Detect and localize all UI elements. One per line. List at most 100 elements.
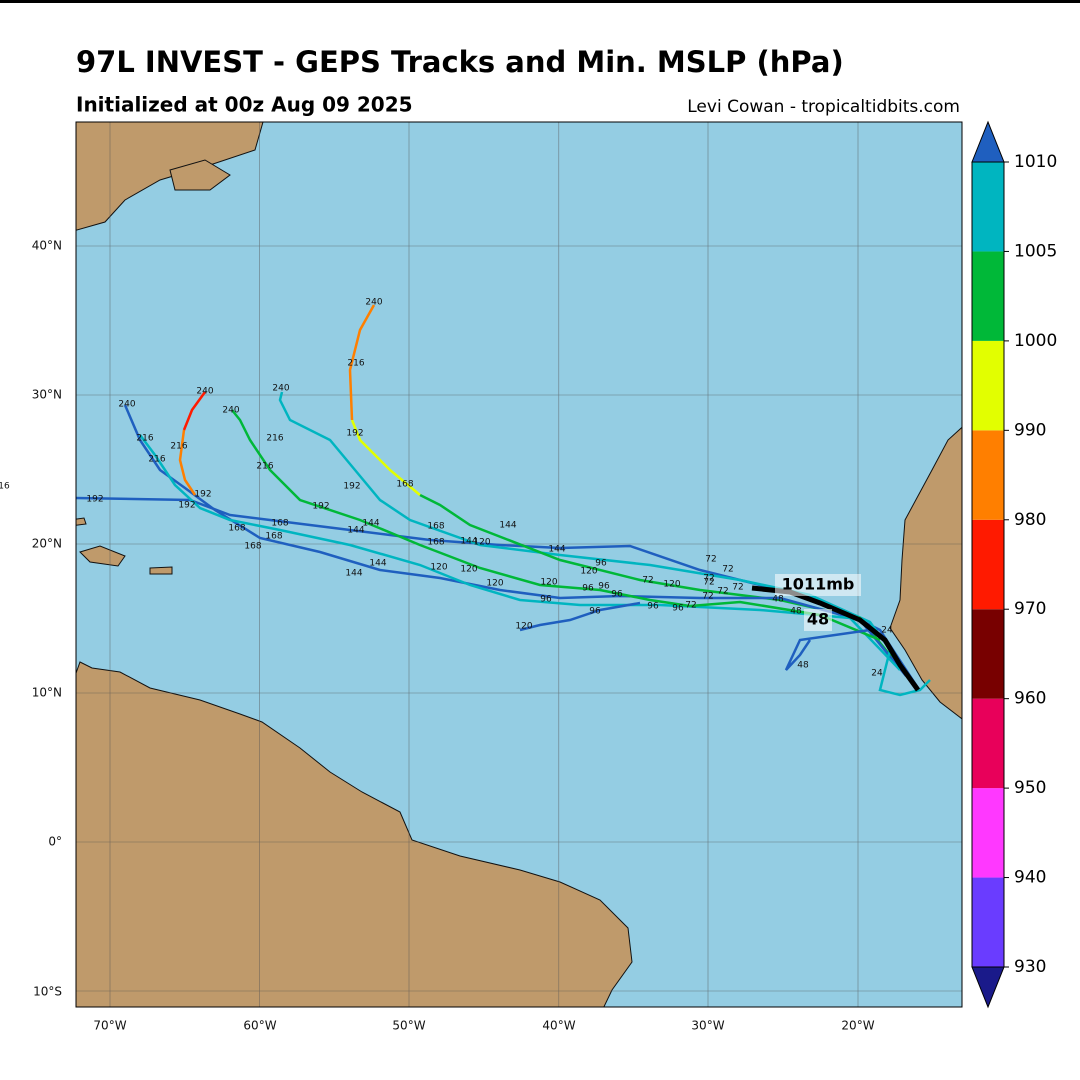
map: 1011mb 48 240 216 192 168 240 216 240 240 216 216…	[0, 121, 963, 1033]
track-label: 192	[178, 501, 195, 511]
lat-label: 20°N	[32, 537, 62, 551]
credit: Levi Cowan - tropicaltidbits.com	[687, 97, 960, 117]
lat-label: 30°N	[32, 388, 62, 402]
colorbar-label: 940	[1014, 868, 1046, 888]
track-label: 96	[611, 590, 623, 600]
track-label: 168	[265, 532, 282, 542]
colorbar-segment	[972, 251, 1004, 341]
hispaniola	[79, 545, 126, 567]
track-label: 216	[148, 455, 165, 465]
colorbar-label: 960	[1014, 689, 1046, 709]
track-label: 48	[797, 661, 809, 671]
colorbar-label: 1005	[1014, 241, 1057, 261]
track-label: 216	[256, 462, 273, 472]
track-label: 216	[170, 442, 187, 452]
track-labels: 2402161921682402162402402162161921922402…	[0, 298, 893, 679]
track-label: 168	[271, 519, 288, 529]
colorbar-label: 1010	[1014, 152, 1057, 172]
newfoundland	[169, 159, 231, 191]
track-label: 120	[486, 579, 503, 589]
track-label: 96	[595, 559, 607, 569]
north-america	[76, 122, 264, 231]
track-label: 144	[499, 521, 516, 531]
track-label: 168	[244, 542, 261, 552]
label-box	[804, 609, 832, 631]
colorbar-segment	[972, 430, 1004, 520]
track-label: 120	[473, 538, 490, 548]
colorbar-segment	[972, 519, 1004, 610]
track-label: 168	[427, 522, 444, 532]
colorbar-extend-bottom	[971, 966, 1005, 1009]
track-label: 144	[347, 526, 364, 536]
track-label: 24	[871, 669, 883, 679]
track-label: 240	[272, 384, 289, 394]
colorbar-segment	[972, 877, 1004, 967]
colorbar-label: 950	[1014, 778, 1046, 798]
track-label: 192	[343, 482, 360, 492]
track-label: 144	[345, 569, 362, 579]
track-label: 96	[672, 604, 684, 614]
track-label: 96	[582, 584, 594, 594]
lon-label: 60°W	[243, 1019, 276, 1033]
lon-labels: 70°W 60°W 50°W 40°W 30°W 20°W	[93, 1019, 874, 1033]
colorbar-segment	[972, 788, 1004, 878]
min-pressure-hour: 48	[807, 610, 829, 629]
colorbar-segment	[972, 340, 1004, 431]
tracks	[76, 304, 931, 697]
track-label: 48	[790, 607, 802, 617]
lat-labels: 40°N 30°N 20°N 10°N 0° 10°S	[32, 239, 62, 999]
track-label: 216	[266, 434, 283, 444]
track-label: 72	[717, 587, 728, 597]
track-label: 96	[647, 602, 659, 612]
track-label: 192	[86, 495, 103, 505]
colorbar-frame	[971, 161, 1005, 968]
lon-label: 30°W	[691, 1019, 724, 1033]
colorbar-label: 970	[1014, 599, 1046, 619]
track-label: 240	[196, 387, 213, 397]
track-label: 240	[222, 406, 239, 416]
colorbar-label: 980	[1014, 510, 1046, 530]
colorbar-extend-top	[971, 120, 1005, 163]
min-pressure: 1011mb	[782, 575, 855, 594]
track-label: 48	[772, 595, 784, 605]
lon-label: 50°W	[392, 1019, 425, 1033]
south-america	[76, 661, 633, 1007]
cuba	[76, 517, 87, 526]
label-box	[775, 574, 861, 596]
lat-label: 10°S	[33, 985, 62, 999]
track-label: 240	[365, 298, 382, 308]
track-label: 120	[460, 565, 477, 575]
track-label: 120	[663, 580, 680, 590]
track-label: 216	[136, 434, 153, 444]
lat-label: 0°	[48, 835, 62, 849]
track-label: 120	[540, 578, 557, 588]
colorbar-segment	[972, 698, 1004, 789]
title: 97L INVEST - GEPS Tracks and Min. MSLP (…	[76, 45, 844, 79]
track-label: 72	[703, 578, 714, 588]
track-label: 144	[369, 559, 386, 569]
colorbar-label: 930	[1014, 957, 1046, 977]
top-bar	[0, 0, 1080, 3]
track-label: 168	[228, 524, 245, 534]
track-label: 72	[702, 592, 713, 602]
subtitle: Initialized at 00z Aug 09 2025	[76, 93, 413, 117]
track-label: 192	[194, 490, 211, 500]
lon-label: 20°W	[841, 1019, 874, 1033]
lat-label: 40°N	[32, 239, 62, 253]
puerto-rico	[149, 566, 173, 575]
colorbar-segment	[972, 609, 1004, 699]
track-label: 120	[430, 563, 447, 573]
track-label: 72	[722, 565, 733, 575]
colorbar: 930 940 950 960 970 980 990 1000 1005 1010	[971, 120, 1057, 1009]
track-label: 192	[346, 429, 363, 439]
track-label: 16	[0, 482, 10, 492]
colorbar-segment	[972, 162, 1004, 252]
track-label: 72	[685, 601, 696, 611]
track-label: 240	[118, 400, 135, 410]
track-label: 96	[540, 595, 552, 605]
track-label: 120	[580, 567, 597, 577]
lon-label: 70°W	[93, 1019, 126, 1033]
track-label: 72	[732, 583, 743, 593]
track-label: 144	[362, 519, 379, 529]
